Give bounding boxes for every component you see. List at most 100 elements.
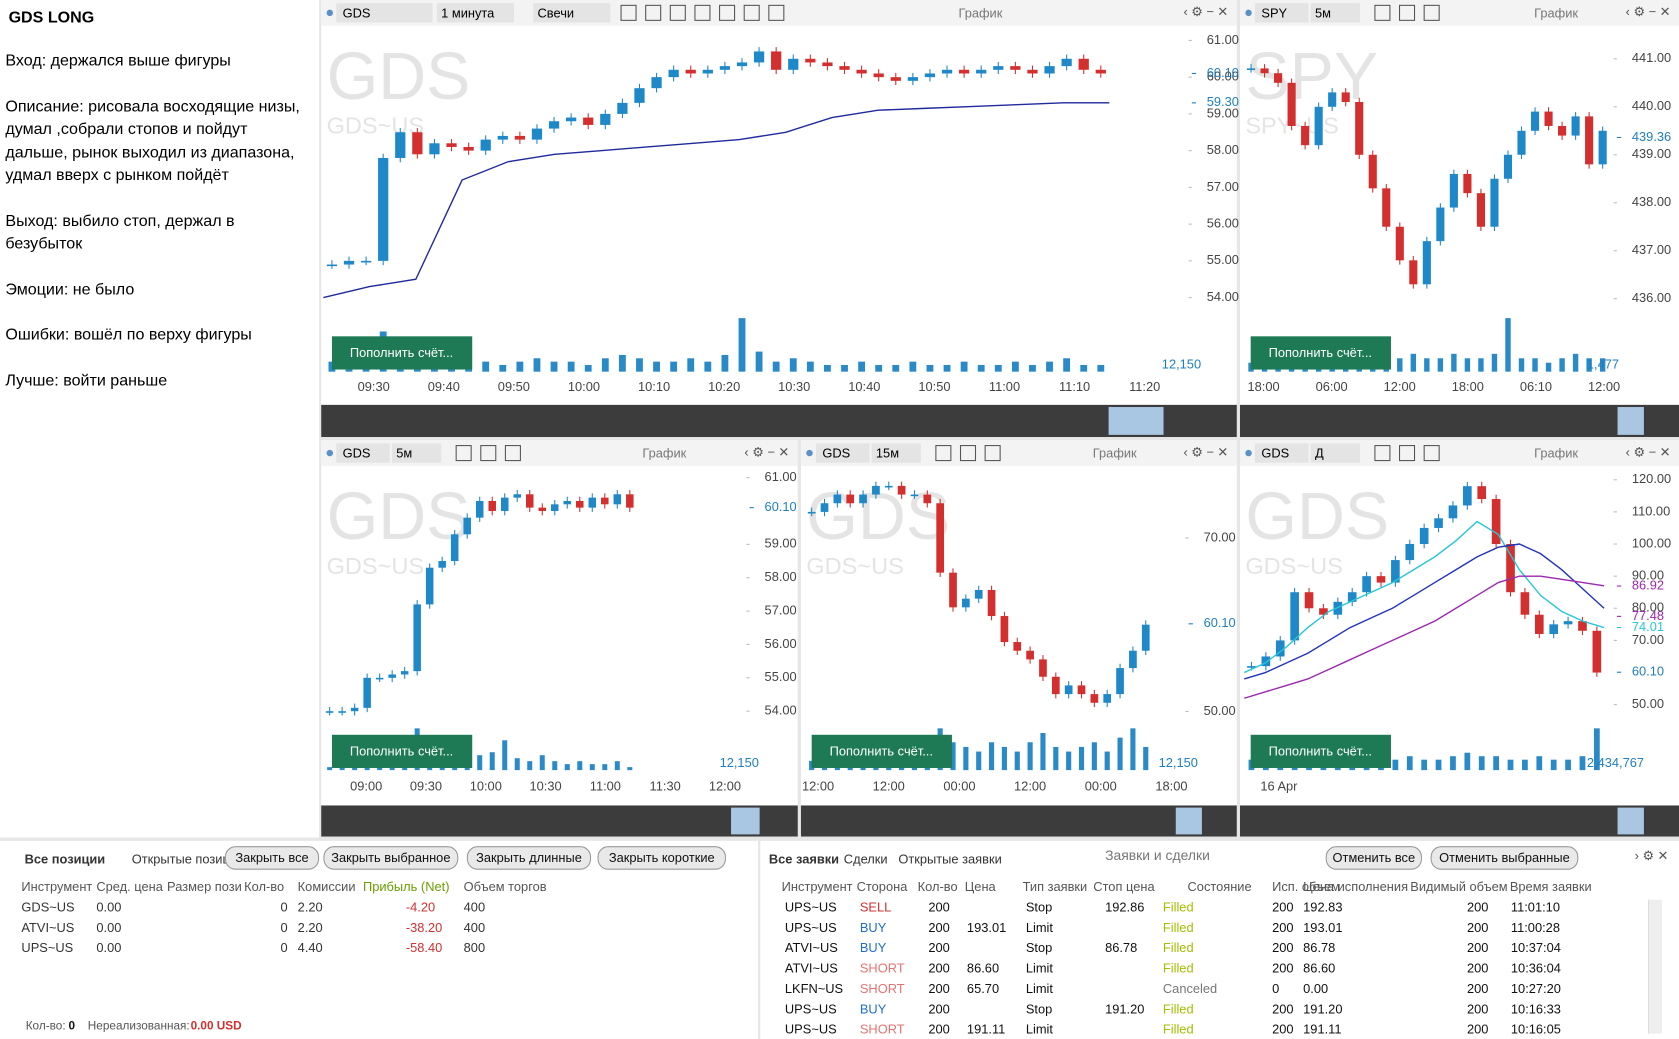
volume-bar xyxy=(963,746,969,771)
candle xyxy=(1044,66,1055,74)
volume-bar xyxy=(602,764,608,771)
deposit-button[interactable] xyxy=(331,734,473,768)
candle xyxy=(1490,178,1499,227)
note-line: Описание: рисовала восходящие низы, дума… xyxy=(5,96,300,185)
deposit-button[interactable] xyxy=(1250,336,1391,370)
candle xyxy=(1476,193,1485,227)
volume-bar xyxy=(806,361,814,372)
cell: Filled xyxy=(1162,940,1194,956)
tab-title: График xyxy=(1534,446,1578,461)
window-controls: ‹ ⚙ − ✕ xyxy=(1626,4,1671,19)
price-marker-label: 60.10 xyxy=(1207,65,1239,80)
volume-bar xyxy=(721,354,729,372)
button[interactable]: Закрыть короткие xyxy=(597,846,727,870)
symbol: GDS xyxy=(822,446,850,461)
volume-bar xyxy=(1579,756,1586,771)
x-tick-label: 11:00 xyxy=(989,379,1020,394)
candle xyxy=(859,494,867,504)
candle xyxy=(1517,130,1526,155)
deposit-button-label: Пополнить счёт... xyxy=(350,345,453,360)
deposit-button[interactable] xyxy=(331,336,473,370)
note-line: Эмоции: не было xyxy=(5,280,135,299)
volume-bar xyxy=(1097,364,1105,372)
cell: 86.60 xyxy=(966,960,1000,976)
volume-bar xyxy=(892,364,900,372)
y-tick-label: 58.00 xyxy=(1207,142,1239,157)
symbol: SPY xyxy=(1261,5,1287,20)
deposit-button[interactable] xyxy=(811,734,952,768)
timeframe: 5м xyxy=(1315,5,1331,20)
candle xyxy=(807,511,816,514)
timeframe-box xyxy=(436,3,514,23)
candle xyxy=(936,503,945,573)
x-tick-label: 10:00 xyxy=(568,379,600,394)
tool-icon xyxy=(959,445,977,462)
cell: Limit xyxy=(1025,981,1053,997)
tab-title: График xyxy=(958,5,1002,20)
volume-bar xyxy=(489,752,495,771)
candle xyxy=(1247,666,1256,668)
candle xyxy=(822,62,833,67)
tab[interactable]: Сделки xyxy=(843,851,888,867)
x-tick-label: 09:00 xyxy=(350,779,382,794)
volume-bar xyxy=(1450,756,1456,771)
candle xyxy=(388,674,396,678)
volume-label: 1,477 xyxy=(1587,357,1619,372)
button[interactable]: Закрыть выбранное xyxy=(323,846,459,870)
x-tick-label: 11:10 xyxy=(1059,379,1090,394)
tab[interactable]: Открытые позиции xyxy=(131,851,245,867)
cell: 200 xyxy=(928,940,950,956)
candle xyxy=(1558,125,1567,136)
candle xyxy=(910,494,919,497)
button[interactable]: Закрыть длинные xyxy=(466,846,592,870)
tool-icon xyxy=(768,4,785,21)
y-tick-label: 54.00 xyxy=(1207,289,1239,304)
button[interactable]: Закрыть все xyxy=(224,846,320,870)
cell: 0.00 xyxy=(96,920,122,936)
candle xyxy=(551,504,559,511)
cell: 86.78 xyxy=(1303,940,1336,956)
candle xyxy=(338,711,346,713)
y-tick-label: 439.00 xyxy=(1632,146,1671,161)
tab[interactable]: Открытые заявки xyxy=(898,851,1002,867)
volume-bar xyxy=(755,351,763,372)
volume-bar xyxy=(601,358,609,372)
button[interactable]: Отменить выбранные xyxy=(1430,846,1579,870)
candle xyxy=(488,500,496,511)
candle xyxy=(1376,576,1386,583)
tool-icon xyxy=(1374,445,1391,462)
candle xyxy=(873,73,884,78)
deposit-button[interactable] xyxy=(1250,734,1391,768)
candle xyxy=(1598,130,1607,165)
cell: 193.01 xyxy=(966,920,1007,936)
candle xyxy=(363,677,371,708)
candle xyxy=(538,507,547,511)
orders-panel: Все заявки Сделки Открытые заявки Заявки и … xyxy=(760,840,1679,1039)
candle xyxy=(425,567,434,605)
column-header: Кол-во xyxy=(244,879,285,895)
volume-label: 2,434,767 xyxy=(1587,755,1644,770)
y-tick-label: 59.00 xyxy=(1207,105,1239,120)
button[interactable]: Отменить все xyxy=(1325,846,1423,870)
window-controls: ‹ ⚙ − ✕ xyxy=(1626,444,1671,459)
cell: 0 xyxy=(280,940,288,956)
footer-text: 0.00 USD xyxy=(190,1019,242,1033)
cell: 10:37:04 xyxy=(1510,940,1561,956)
link-dot xyxy=(326,9,334,17)
candle xyxy=(613,494,622,505)
tab[interactable]: Все позиции xyxy=(24,851,106,867)
watermark: SPY xyxy=(1245,40,1378,114)
cell: Limit xyxy=(1025,960,1053,976)
y-tick-label: 50.00 xyxy=(1632,696,1664,711)
volume-bar xyxy=(926,364,934,372)
cell: 0 xyxy=(1272,981,1280,997)
tab[interactable]: Все заявки xyxy=(768,851,840,867)
volume-bar xyxy=(1493,756,1499,771)
x-tick-label: 10:20 xyxy=(708,379,740,394)
watermark-sub: GDS~US xyxy=(1245,553,1342,579)
symbol-box xyxy=(336,3,433,23)
link-dot xyxy=(326,449,334,457)
candle xyxy=(719,66,731,70)
cell: SHORT xyxy=(859,1021,905,1037)
volume-bar xyxy=(1478,756,1485,771)
